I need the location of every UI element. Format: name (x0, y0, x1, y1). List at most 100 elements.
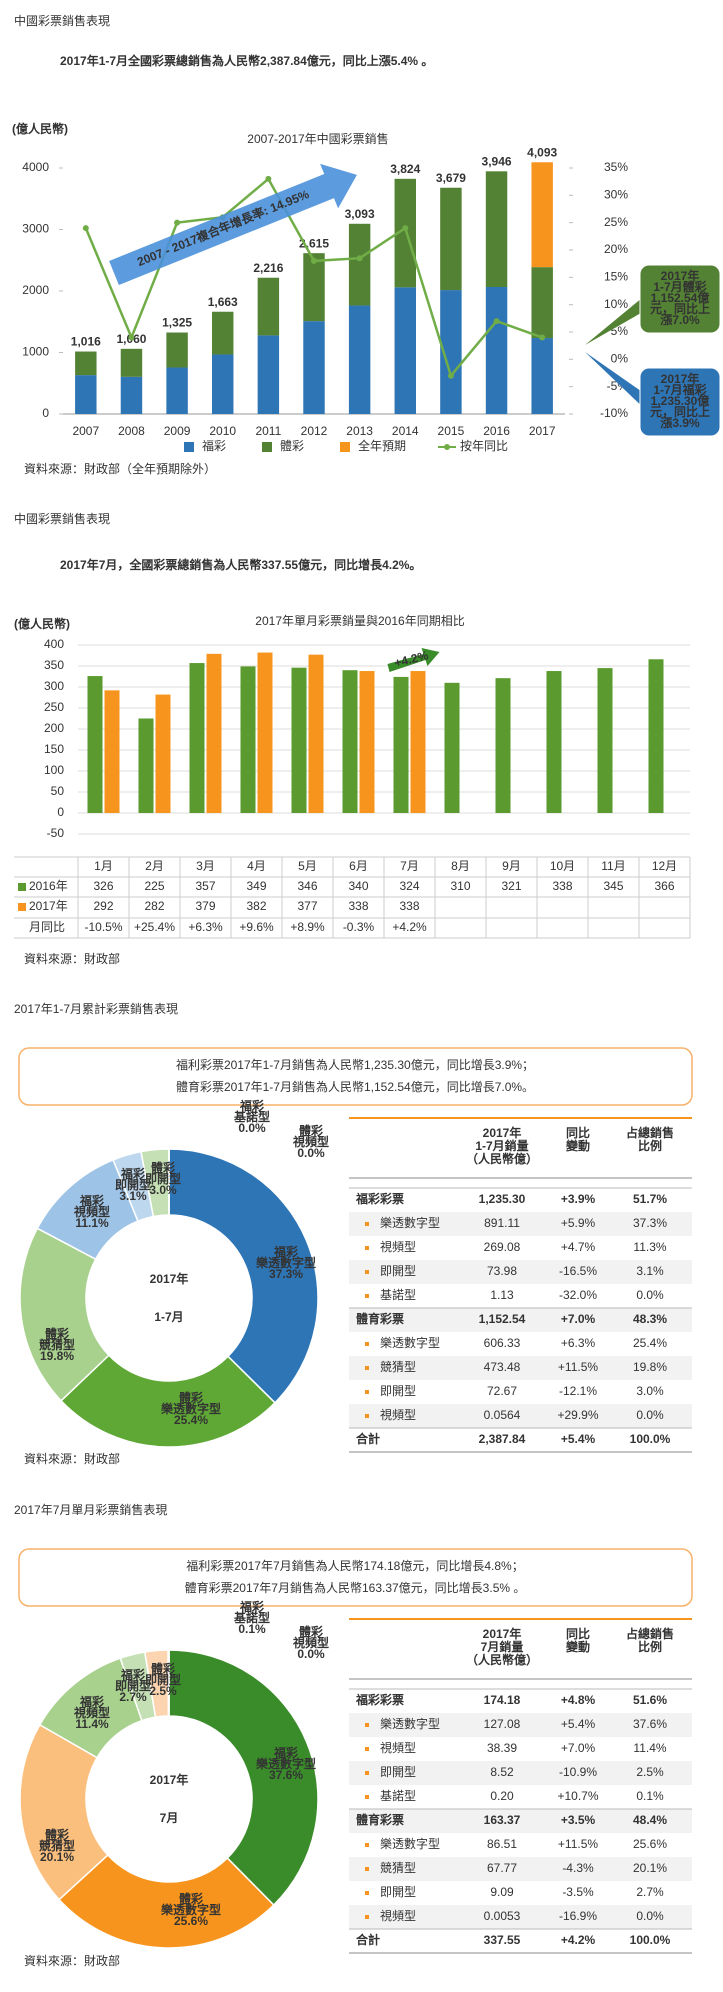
x-tick-label: 8月 (451, 859, 470, 873)
change-row-label: 月同比 (29, 920, 65, 934)
table-header: 7月銷量 (481, 1639, 524, 1654)
slice-label: 視頻型 (292, 1134, 329, 1149)
y2-tick-label: 15% (604, 270, 628, 284)
table-cell: 9.09 (490, 1885, 514, 1899)
slice-label: 體彩 (179, 1390, 203, 1405)
x-tick-label: 2012 (301, 424, 328, 438)
table-cell: -10.9% (559, 1765, 597, 1779)
donut-center-label: 1-7月 (154, 1310, 183, 1324)
table-cell: 73.98 (487, 1264, 517, 1278)
slice-label: 福彩 (79, 1694, 104, 1709)
table-cell: +10.7% (557, 1789, 598, 1803)
table-value: 225 (144, 879, 164, 893)
slice-label: 25.6% (174, 1914, 208, 1928)
x-tick-label: 11月 (601, 859, 625, 873)
y2-tick-label: 10% (604, 297, 628, 311)
bar-segment (485, 171, 508, 288)
table-row-shade (349, 1761, 692, 1785)
callout-box (639, 367, 721, 437)
change-value: +25.4% (134, 920, 175, 934)
donut-slice (60, 1354, 277, 1448)
donut-center-label: 2017年 (150, 1271, 189, 1286)
table-cell: 0.0564 (484, 1408, 521, 1422)
callout-line: 2017年 (661, 268, 700, 283)
table-cell: 20.1% (633, 1861, 667, 1875)
table-header: 同比 (566, 1626, 590, 1641)
donut-slice (168, 1649, 319, 1907)
table-cell: +11.5% (558, 1837, 598, 1851)
bar-segment (212, 311, 234, 355)
table-value: 338 (552, 879, 572, 893)
slice-label: 25.4% (174, 1413, 208, 1427)
summary-box (18, 1548, 693, 1607)
table-cell: 2.5% (636, 1765, 664, 1779)
bar-segment (257, 277, 280, 336)
bar-segment (120, 348, 143, 377)
chart-title: 2017年單月彩票銷量與2016年同期相比 (255, 613, 464, 628)
bar (495, 678, 511, 813)
row-bullet (365, 1867, 369, 1871)
table-cell: 51.6% (633, 1693, 667, 1707)
section-title: 2017年1-7月累計彩票銷售表現 (14, 1001, 178, 1016)
table-value: 282 (144, 899, 164, 913)
table-cell: 即開型 (380, 1885, 416, 1899)
y-tick-label: 1000 (22, 345, 49, 359)
table-cell: 基諾型 (380, 1788, 416, 1803)
table-cell: 473.48 (484, 1360, 521, 1374)
table-cell: +5.4% (561, 1717, 596, 1731)
section-title: 中國彩票銷售表現 (14, 13, 110, 28)
change-value: +4.2% (392, 920, 427, 934)
line-point (311, 257, 317, 264)
donut-slice (19, 1227, 110, 1402)
table-cell: 競猜型 (380, 1359, 416, 1374)
table-cell: 48.3% (633, 1312, 667, 1326)
table-cell: 基諾型 (380, 1287, 416, 1302)
slice-label: 福彩 (120, 1166, 145, 1181)
legend-dot (444, 444, 450, 450)
line-point (402, 225, 409, 232)
bar (189, 663, 205, 813)
x-tick-label: 2008 (118, 424, 145, 438)
table-header: 2017年 (483, 1626, 522, 1641)
slice-label: 體彩 (45, 1326, 69, 1341)
table-value: 345 (603, 879, 623, 893)
line-point (356, 255, 363, 262)
bar-segment (75, 351, 97, 376)
row-bullet (365, 1222, 369, 1226)
table-row-shade (349, 1857, 692, 1881)
callout-line: 2017年 (661, 371, 700, 386)
donut-center-label: 2017年 (150, 1772, 189, 1787)
table-cell: 25.4% (633, 1336, 667, 1350)
slice-label: 視頻型 (292, 1635, 329, 1650)
summary-line: 體育彩票2017年7月銷售為人民幣163.37億元，同比增長3.5% 。 (185, 1580, 526, 1595)
table-cell: +3.5% (561, 1813, 596, 1827)
bar-segment (303, 253, 325, 322)
total-label: 3,946 (482, 154, 512, 168)
legend-swatch (18, 903, 26, 911)
legend-label: 2016年 (29, 879, 68, 893)
y2-tick-label: 20% (604, 242, 628, 256)
slice-label: 2.5% (149, 1684, 177, 1698)
bar (393, 676, 409, 813)
legend-swatch (340, 442, 350, 452)
slice-label: 即開型 (115, 1177, 151, 1192)
row-bullet (365, 1270, 369, 1274)
y2-tick-label: 30% (604, 188, 628, 202)
y-tick-label: 100 (44, 763, 64, 777)
change-value: +9.6% (239, 920, 274, 934)
y-tick-label: 50 (51, 784, 65, 798)
x-tick-label: 2011 (255, 424, 281, 438)
slice-label: 福彩 (120, 1667, 145, 1682)
slice-label: 0.1% (238, 1622, 266, 1636)
slice-label: 20.1% (40, 1850, 74, 1864)
line-point (128, 334, 135, 341)
callout-line: 1-7月福彩 (653, 382, 706, 397)
slice-label: 福彩 (239, 1098, 264, 1113)
table-cell: -12.1% (559, 1384, 597, 1398)
donut-center-label: 7月 (160, 1811, 179, 1825)
bar (308, 654, 324, 813)
legend-label: 2017年 (29, 899, 68, 913)
summary-line: 體育彩票2017年1-7月銷售為人民幣1,152.54億元，同比增長7.0%。 (176, 1079, 534, 1094)
callout-line: 元，同比上 (650, 301, 710, 316)
change-value: +6.3% (188, 920, 223, 934)
